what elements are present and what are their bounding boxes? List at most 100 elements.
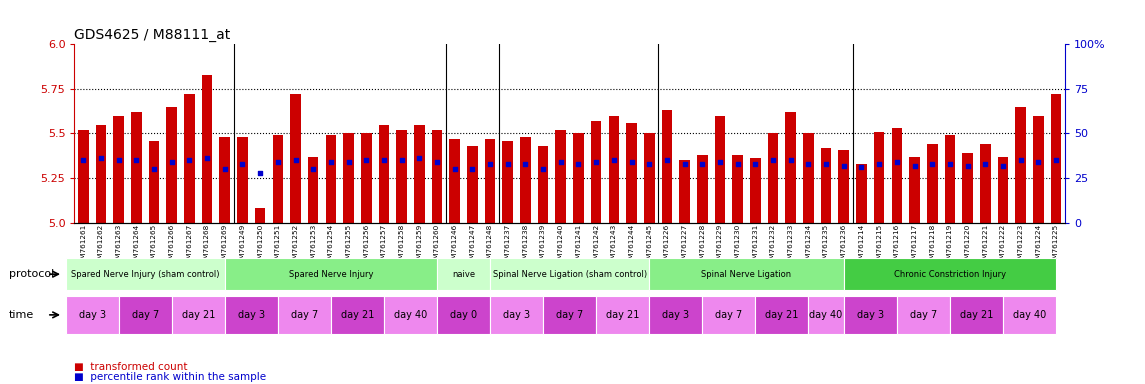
Bar <box>643 134 655 223</box>
Text: time: time <box>9 310 34 320</box>
Point <box>923 161 941 167</box>
Point <box>269 159 287 165</box>
Point <box>1011 157 1029 163</box>
Point <box>605 157 623 163</box>
Bar <box>874 132 884 223</box>
Bar <box>574 134 584 223</box>
Point <box>234 161 252 167</box>
Bar <box>484 139 496 223</box>
Text: day 7: day 7 <box>556 310 583 320</box>
Point <box>887 159 906 165</box>
Bar <box>308 157 318 223</box>
Text: Chronic Constriction Injury: Chronic Constriction Injury <box>894 270 1006 279</box>
Bar <box>662 110 672 223</box>
Text: day 40: day 40 <box>394 310 427 320</box>
Point <box>92 156 110 162</box>
Point <box>1047 157 1065 163</box>
Bar <box>449 139 460 223</box>
Bar <box>325 135 337 223</box>
Point <box>640 161 658 167</box>
Point <box>251 170 269 176</box>
Point <box>941 161 960 167</box>
Point <box>764 157 782 163</box>
Point <box>657 157 676 163</box>
Point <box>481 161 499 167</box>
Text: Spared Nerve Injury: Spared Nerve Injury <box>289 270 373 279</box>
Point <box>286 157 305 163</box>
Bar <box>78 130 88 223</box>
Text: GDS4625 / M88111_at: GDS4625 / M88111_at <box>74 28 230 42</box>
Point <box>728 161 747 167</box>
Bar <box>361 134 371 223</box>
Bar <box>962 153 973 223</box>
Text: day 7: day 7 <box>910 310 937 320</box>
Point <box>994 162 1012 169</box>
Bar <box>892 128 902 223</box>
Text: ■  transformed count: ■ transformed count <box>74 362 188 372</box>
Bar <box>927 144 938 223</box>
Point <box>569 161 587 167</box>
Bar <box>344 134 354 223</box>
Bar <box>714 116 725 223</box>
Point <box>74 157 93 163</box>
Point <box>782 157 800 163</box>
Point <box>711 159 729 165</box>
Bar <box>821 148 831 223</box>
Point <box>357 157 376 163</box>
Bar <box>538 146 548 223</box>
Text: day 0: day 0 <box>450 310 477 320</box>
Bar <box>1033 116 1043 223</box>
Bar <box>237 137 247 223</box>
Point <box>410 156 428 162</box>
Point <box>676 161 694 167</box>
Bar <box>467 146 477 223</box>
Point <box>816 161 835 167</box>
Point <box>587 159 606 165</box>
Bar <box>255 209 266 223</box>
Point <box>498 161 516 167</box>
Point <box>163 159 181 165</box>
Bar <box>202 74 212 223</box>
Point <box>198 156 216 162</box>
Bar <box>785 112 796 223</box>
Bar <box>379 124 389 223</box>
Bar <box>220 137 230 223</box>
Bar <box>555 130 566 223</box>
Bar <box>856 164 867 223</box>
Point <box>516 161 535 167</box>
Text: day 3: day 3 <box>856 310 884 320</box>
Bar <box>113 116 124 223</box>
Point <box>906 162 924 169</box>
Text: day 3: day 3 <box>79 310 105 320</box>
Text: ■  percentile rank within the sample: ■ percentile rank within the sample <box>74 372 267 382</box>
Bar <box>131 112 142 223</box>
Point <box>799 161 818 167</box>
Point <box>393 157 411 163</box>
Bar <box>803 134 814 223</box>
Bar <box>997 157 1009 223</box>
Bar <box>1051 94 1061 223</box>
Text: day 3: day 3 <box>662 310 689 320</box>
Text: Spinal Nerve Ligation: Spinal Nerve Ligation <box>702 270 791 279</box>
Bar <box>149 141 159 223</box>
Point <box>339 159 357 165</box>
Bar <box>414 124 425 223</box>
Bar <box>166 107 177 223</box>
Point <box>127 157 145 163</box>
Bar <box>679 160 690 223</box>
Point <box>322 159 340 165</box>
Text: day 21: day 21 <box>182 310 215 320</box>
Point <box>145 166 164 172</box>
Bar <box>767 134 779 223</box>
Bar <box>733 155 743 223</box>
Text: day 7: day 7 <box>291 310 318 320</box>
Text: naive: naive <box>452 270 475 279</box>
Point <box>552 159 570 165</box>
Bar <box>290 94 301 223</box>
Text: day 21: day 21 <box>765 310 798 320</box>
Bar <box>520 137 531 223</box>
Text: day 40: day 40 <box>1013 310 1047 320</box>
Point <box>852 164 870 170</box>
Bar <box>396 130 406 223</box>
Point <box>1029 159 1048 165</box>
